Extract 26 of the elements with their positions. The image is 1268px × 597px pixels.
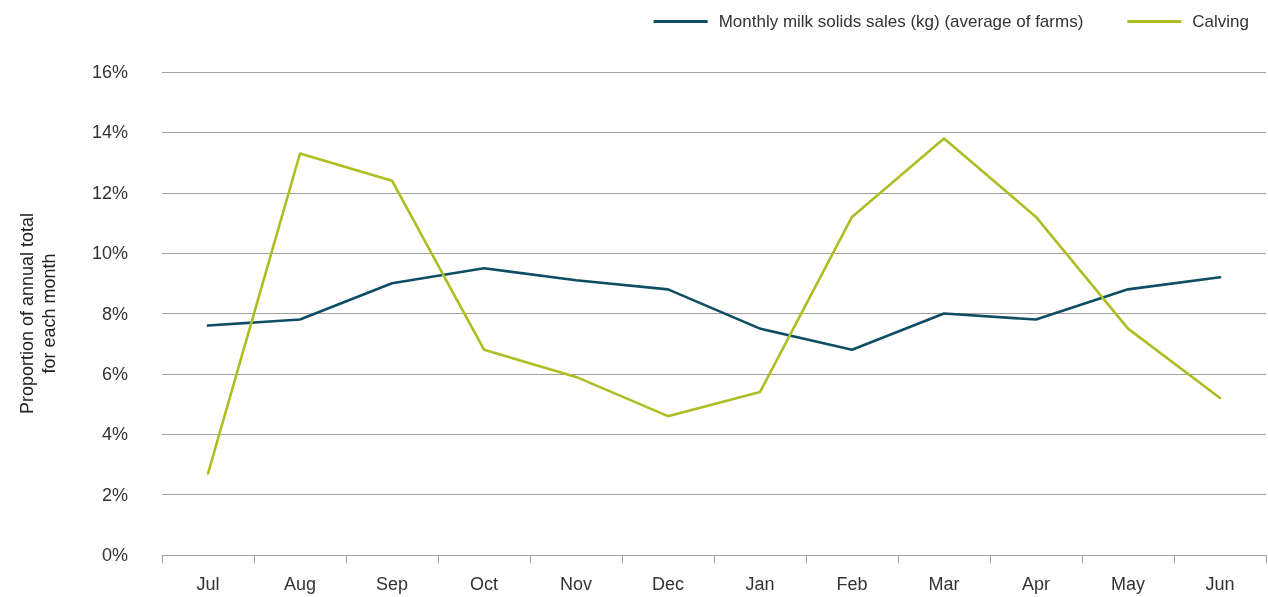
x-tick-label: Dec bbox=[651, 574, 685, 594]
x-tick-label: Nov bbox=[559, 574, 593, 594]
y-tick-label: 14% bbox=[91, 122, 128, 143]
y-tick-label: 12% bbox=[91, 182, 128, 203]
x-tick-label: Jul bbox=[196, 574, 220, 594]
x-tick-label: Mar bbox=[928, 574, 960, 594]
y-tick-label: 16% bbox=[91, 62, 128, 82]
legend-label: Monthly milk solids sales (kg) (average of farms) bbox=[718, 12, 1084, 31]
line-series bbox=[206, 137, 1222, 475]
y-tick-label: 2% bbox=[101, 484, 128, 505]
y-tick-label: 6% bbox=[101, 363, 128, 384]
x-tick-label: Sep bbox=[375, 574, 409, 594]
y-tick-label: 8% bbox=[101, 303, 128, 324]
y-tick-label: 0% bbox=[101, 545, 128, 565]
x-tick-label: Feb bbox=[836, 574, 868, 594]
x-tick-label: Aug bbox=[283, 574, 317, 594]
x-tick-label: May bbox=[1110, 574, 1146, 594]
legend-label: Calving bbox=[1192, 12, 1250, 31]
x-tick-label: Oct bbox=[469, 574, 499, 594]
y-tick-label: 4% bbox=[101, 424, 128, 445]
x-tick-label: Jan bbox=[745, 574, 775, 594]
y-tick-label: 10% bbox=[91, 243, 128, 264]
x-tick-label: Jun bbox=[1205, 574, 1235, 594]
y-axis-title: Proportion of annual total for each month bbox=[17, 212, 59, 415]
x-tick-label: Apr bbox=[1021, 574, 1051, 594]
line-series bbox=[206, 266, 1222, 352]
